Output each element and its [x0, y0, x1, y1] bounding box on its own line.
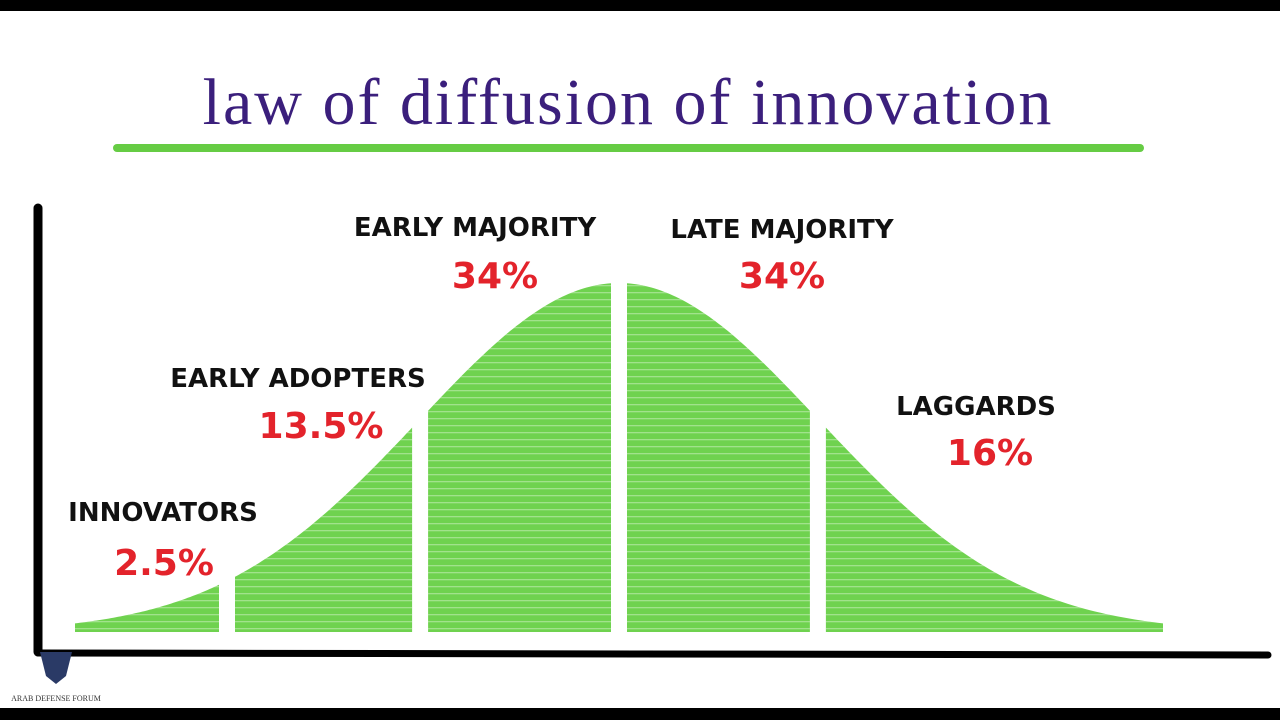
- segment-stripes: [235, 427, 413, 632]
- segment-stripes: [825, 427, 1163, 632]
- bottom-bar: [0, 708, 1280, 720]
- segment-stripes: [75, 584, 220, 632]
- value-label: 16%: [947, 433, 1033, 474]
- top-bar: [0, 0, 1280, 11]
- segment-stripes: [627, 283, 810, 632]
- value-label: 34%: [739, 256, 825, 297]
- segment-label: LAGGARDS: [896, 392, 1056, 422]
- logo: ARAB DEFENSE FORUM: [11, 652, 101, 703]
- segment-label: EARLY MAJORITY: [354, 213, 598, 243]
- value-label: 13.5%: [259, 406, 384, 447]
- chart-title: law of diffusion of innovation: [203, 66, 1054, 139]
- segment-stripes: [428, 283, 611, 632]
- segment-label: LATE MAJORITY: [670, 215, 894, 245]
- segment-label: INNOVATORS: [68, 498, 258, 528]
- value-label: 2.5%: [114, 543, 214, 584]
- value-label: 34%: [452, 256, 538, 297]
- watermark: ARAB DEFENSE FORUM: [11, 694, 101, 703]
- segment-label: EARLY ADOPTERS: [170, 364, 425, 394]
- x-axis: [34, 649, 1272, 659]
